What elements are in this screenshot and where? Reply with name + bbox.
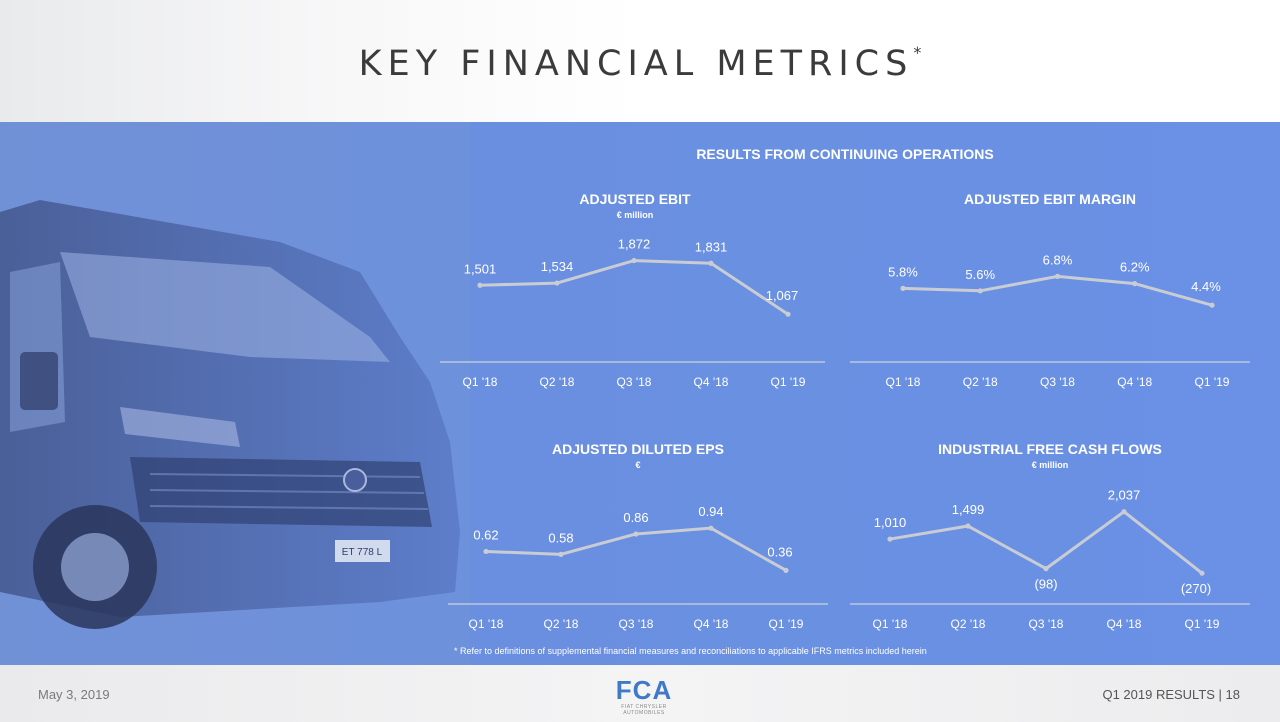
data-point	[1199, 570, 1205, 576]
x-tick-label: Q4 '18	[1107, 617, 1142, 631]
data-point	[977, 288, 983, 294]
chart-subtitle: € million	[1032, 460, 1069, 470]
data-point	[1209, 302, 1215, 308]
series-line	[902, 274, 1213, 307]
data-label: 4.4%	[1191, 279, 1221, 294]
x-tick-label: Q3 '18	[1029, 617, 1064, 631]
data-label: 0.62	[473, 527, 498, 542]
data-point	[1054, 273, 1061, 279]
x-tick-label: Q1 '19	[1185, 617, 1220, 631]
chart-title: ADJUSTED EBIT	[579, 191, 691, 207]
footer: May 3, 2019 FCA FIAT CHRYSLER AUTOMOBILE…	[0, 665, 1280, 722]
data-label: 1,831	[695, 239, 728, 254]
page-title-text: KEY FINANCIAL METRICS	[358, 44, 914, 84]
data-label: 6.2%	[1120, 260, 1150, 275]
series-line	[479, 259, 789, 316]
chart-subtitle: € million	[617, 210, 654, 220]
logo-subtext: FIAT CHRYSLER AUTOMOBILES	[621, 704, 667, 716]
x-tick-label: Q3 '18	[619, 617, 654, 631]
x-tick-label: Q1 '18	[469, 617, 504, 631]
chart-title: INDUSTRIAL FREE CASH FLOWS	[938, 441, 1162, 457]
chart-adjusted-ebit: ADJUSTED EBIT € million 1,501 Q1 '18 1,534 Q2…	[440, 182, 830, 407]
footer-date: May 3, 2019	[38, 687, 110, 702]
data-point	[785, 311, 791, 317]
x-tick-label: Q2 '18	[951, 617, 986, 631]
x-tick-label: Q1 '19	[1195, 375, 1230, 389]
data-label: 1,010	[874, 515, 907, 530]
data-point	[1043, 566, 1049, 572]
data-label: 1,501	[464, 261, 497, 276]
data-point	[1132, 281, 1138, 287]
chart-subtitle: €	[635, 460, 640, 470]
data-label: 2,037	[1108, 488, 1141, 503]
van-image: ET 778 L	[0, 122, 470, 665]
data-point	[887, 536, 893, 542]
x-tick-label: Q1 '19	[769, 617, 804, 631]
data-label: 0.58	[548, 530, 573, 545]
chart-title: ADJUSTED EBIT MARGIN	[964, 191, 1136, 207]
x-tick-label: Q2 '18	[544, 617, 579, 631]
x-tick-label: Q3 '18	[1040, 375, 1075, 389]
fca-logo: FCA FIAT CHRYSLER AUTOMOBILES	[604, 675, 684, 716]
data-point	[708, 525, 714, 531]
x-tick-label: Q4 '18	[694, 375, 729, 389]
data-label: (270)	[1181, 581, 1211, 596]
x-tick-label: Q1 '18	[886, 375, 921, 389]
data-point	[631, 257, 637, 264]
data-label: 0.86	[623, 510, 648, 525]
x-tick-label: Q2 '18	[540, 375, 575, 389]
chart-adjusted-diluted-eps: ADJUSTED DILUTED EPS €0.62 Q1 '18 0.58 Q2 '1…	[448, 432, 828, 647]
title-footnote-mark: *	[913, 43, 922, 63]
chart-svg: ADJUSTED EBIT MARGIN 5.8% Q1 '18 5.6% Q2 '18…	[850, 191, 1250, 389]
data-point	[554, 280, 560, 286]
chart-title: ADJUSTED DILUTED EPS	[552, 441, 724, 457]
header: KEY FINANCIAL METRICS*	[0, 0, 1280, 122]
data-point	[900, 285, 906, 291]
data-label: 0.94	[698, 504, 723, 519]
data-point	[558, 551, 564, 557]
data-point	[633, 531, 639, 537]
chart-adjusted-ebit-margin: ADJUSTED EBIT MARGIN 5.8% Q1 '18 5.6% Q2 '18…	[850, 182, 1250, 407]
series-line	[889, 510, 1203, 575]
logo-text: FCA	[615, 675, 673, 705]
chart-svg: ADJUSTED EBIT € million 1,501 Q1 '18 1,534 Q2…	[440, 191, 825, 389]
data-label: 5.6%	[965, 267, 995, 282]
chart-industrial-free-cash-flows: INDUSTRIAL FREE CASH FLOWS € million 1,010…	[850, 432, 1250, 647]
data-label: 5.8%	[888, 264, 918, 279]
data-label: 1,534	[541, 259, 574, 274]
x-tick-label: Q4 '18	[1117, 375, 1152, 389]
data-point	[1121, 509, 1127, 515]
footnote: * Refer to definitions of supplemental f…	[454, 646, 927, 656]
chart-svg: ADJUSTED DILUTED EPS €0.62 Q1 '18 0.58 Q2 '1…	[448, 441, 828, 631]
data-point	[708, 260, 714, 266]
data-point	[783, 567, 789, 573]
data-point	[965, 523, 971, 529]
section-title: RESULTS FROM CONTINUING OPERATIONS	[696, 146, 994, 162]
data-label: 6.8%	[1043, 252, 1073, 267]
data-point	[477, 282, 483, 288]
data-label: 1,872	[618, 237, 651, 252]
x-tick-label: Q3 '18	[617, 375, 652, 389]
x-tick-label: Q4 '18	[694, 617, 729, 631]
data-label: 0.36	[767, 544, 792, 559]
content-band: ET 778 L RESULTS FROM CONTINUING OPERATI…	[0, 122, 1280, 665]
chart-svg: INDUSTRIAL FREE CASH FLOWS € million 1,010…	[850, 441, 1250, 631]
license-plate: ET 778 L	[342, 547, 383, 558]
page-title: KEY FINANCIAL METRICS*	[0, 43, 1280, 84]
data-label: 1,067	[766, 288, 799, 303]
x-tick-label: Q1 '18	[873, 617, 908, 631]
x-tick-label: Q1 '18	[463, 375, 498, 389]
data-point	[483, 548, 489, 555]
x-tick-label: Q1 '19	[771, 375, 806, 389]
x-tick-label: Q2 '18	[963, 375, 998, 389]
data-label: (98)	[1034, 577, 1057, 592]
footer-results-page: Q1 2019 RESULTS | 18	[1102, 687, 1240, 702]
data-label: 1,499	[952, 502, 985, 517]
